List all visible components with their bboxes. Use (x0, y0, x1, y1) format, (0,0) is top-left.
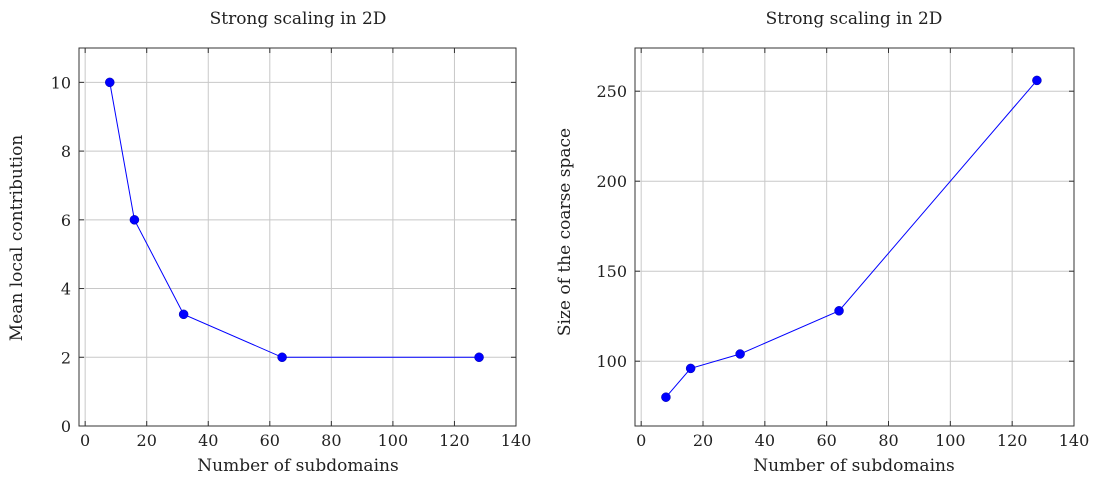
data-point (735, 349, 745, 359)
series-line (665, 80, 1038, 398)
data-point (105, 77, 115, 88)
x-tick-label: 120 (439, 431, 470, 450)
y-tick-label: 4 (61, 280, 71, 299)
x-tick-label: 20 (137, 431, 157, 450)
y-tick-label: 150 (596, 262, 627, 281)
data-point (178, 309, 189, 320)
x-tick-label: 140 (1059, 431, 1090, 450)
x-tick-label: 100 (935, 431, 966, 450)
x-tick-label: 0 (636, 431, 646, 450)
x-axis-label: Number of subdomains (753, 456, 954, 476)
y-tick-label: 0 (61, 417, 71, 436)
data-point (277, 352, 287, 363)
x-tick-label: 60 (816, 431, 836, 450)
y-tick-label: 200 (596, 172, 627, 191)
chart-coarse-space-size: Strong scaling in 2D Number of subdomain… (555, 9, 1089, 476)
x-tick-label: 0 (80, 431, 90, 450)
data-point (685, 363, 696, 374)
x-tick-label: 40 (198, 431, 218, 450)
x-axis-label: Number of subdomains (197, 456, 398, 476)
data-point (834, 306, 844, 316)
x-tick-label: 80 (878, 431, 898, 450)
data-point (661, 392, 671, 402)
plot-frame (634, 47, 1075, 427)
y-tick-label: 6 (61, 211, 71, 230)
x-tick-label: 120 (997, 431, 1028, 450)
chart-title: Strong scaling in 2D (766, 9, 943, 29)
y-tick-label: 250 (596, 82, 627, 101)
x-tick-label: 60 (260, 431, 280, 450)
y-tick-label: 8 (61, 142, 71, 161)
y-axis-label: Size of the coarse space (555, 128, 575, 336)
y-axis-label: Mean local contribution (7, 135, 27, 342)
y-tick-label: 100 (596, 352, 627, 371)
data-point (474, 352, 484, 363)
x-tick-label: 80 (321, 431, 341, 450)
data-point (1032, 75, 1042, 86)
x-tick-label: 20 (693, 431, 713, 450)
chart-title: Strong scaling in 2D (210, 9, 387, 29)
x-tick-label: 40 (755, 431, 775, 450)
chart-mean-local-contribution: Strong scaling in 2D Number of subdomain… (7, 9, 531, 476)
x-tick-label: 100 (378, 431, 409, 450)
y-tick-label: 2 (61, 348, 71, 367)
plot-frame (78, 47, 517, 427)
y-tick-label: 10 (51, 73, 71, 92)
x-tick-label: 140 (501, 431, 532, 450)
data-point (129, 215, 140, 225)
